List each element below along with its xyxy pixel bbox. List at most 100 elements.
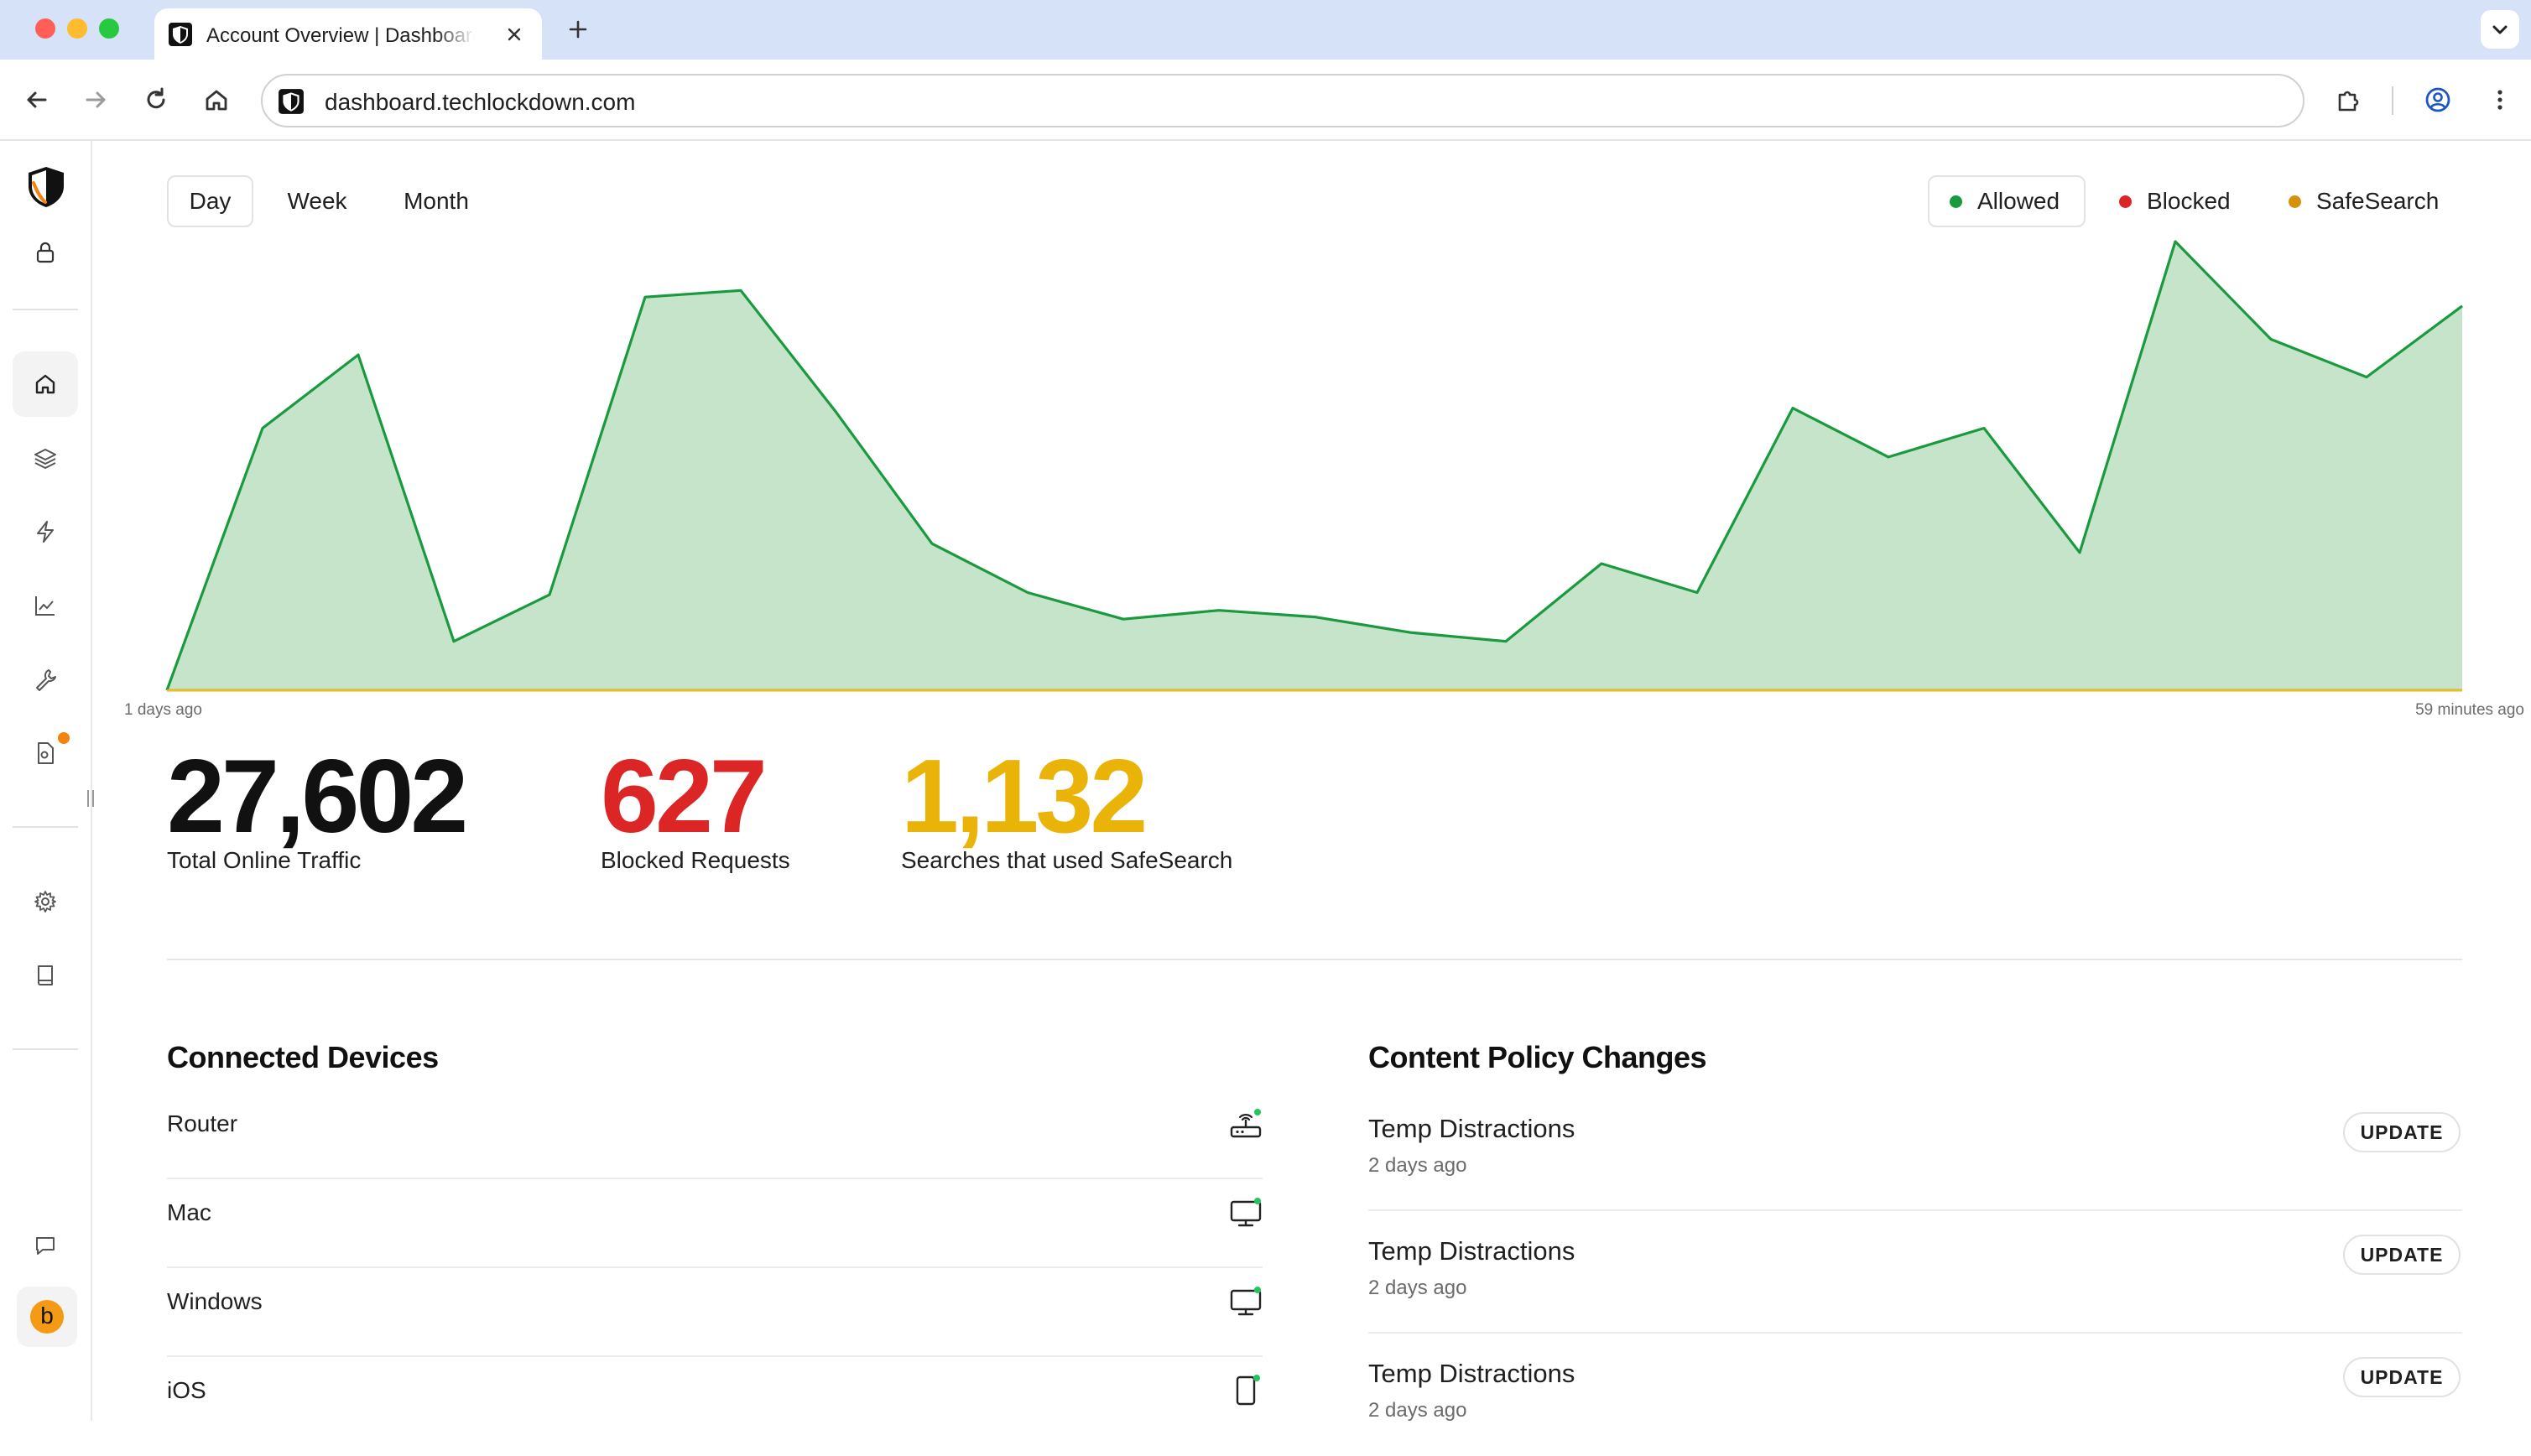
policy-row: Temp Distractions 2 days ago UPDATE: [1368, 1211, 2462, 1334]
profile-icon[interactable]: [2421, 83, 2455, 117]
device-name: iOS: [167, 1377, 206, 1403]
sidebar-divider: [13, 309, 78, 310]
window-close-button[interactable]: [35, 18, 55, 39]
arrow-left-icon[interactable]: [20, 83, 54, 117]
device-row-ios[interactable]: iOS: [167, 1357, 1263, 1446]
legend-dot: [1950, 195, 1962, 208]
sidebar-item-analytics[interactable]: [13, 573, 78, 638]
app-sidebar: b: [0, 141, 94, 1421]
update-button[interactable]: UPDATE: [2343, 1112, 2461, 1152]
url-text: dashboard.techlockdown.com: [325, 89, 636, 115]
sidebar-divider: [13, 826, 78, 828]
policy-time: 2 days ago: [1368, 1277, 1467, 1299]
plus-icon[interactable]: [564, 15, 592, 44]
wrench-icon: [36, 669, 56, 691]
legend-label: SafeSearch: [2316, 188, 2440, 214]
connected-devices-title: Connected Devices: [167, 1040, 439, 1074]
chat-icon: [36, 1237, 55, 1255]
layers-icon: [34, 449, 56, 469]
policy-time: 2 days ago: [1368, 1154, 1467, 1177]
lightning-icon: [37, 521, 54, 543]
tab-week[interactable]: Week: [287, 188, 347, 214]
policy-row: Temp Distractions 2 days ago UPDATE: [1368, 1089, 2462, 1211]
sidebar-item-layers[interactable]: [13, 425, 78, 491]
kebab-menu-icon[interactable]: [2483, 83, 2517, 117]
device-row-windows[interactable]: Windows: [167, 1268, 1263, 1357]
device-status-dot: [1254, 1198, 1261, 1204]
device-status-dot: [1254, 1109, 1261, 1115]
sidebar-item-lock[interactable]: [13, 220, 78, 285]
sidebar-item-settings[interactable]: [13, 869, 78, 934]
avatar: b: [30, 1300, 64, 1334]
legend-label: Blocked: [2147, 188, 2231, 214]
policy-name: Temp Distractions: [1368, 1236, 1575, 1266]
sidebar-item-feedback[interactable]: [13, 1213, 78, 1278]
traffic-chart: [165, 240, 2463, 692]
stat-safesearch-value: 1,132: [901, 739, 1148, 855]
stat-total-traffic-value: 27,602: [167, 739, 468, 855]
sidebar-item-tools[interactable]: [13, 647, 78, 712]
series-area-allowed: [167, 242, 2462, 690]
notification-badge: [58, 732, 70, 744]
browser-tab[interactable]: Account Overview | Dashboard: [154, 8, 542, 60]
legend-allowed[interactable]: Allowed: [1928, 175, 2086, 227]
x-axis-start-label: 1 days ago: [124, 701, 202, 719]
sidebar-item-guides[interactable]: [13, 943, 78, 1008]
stat-safesearch-label: Searches that used SafeSearch: [901, 847, 1233, 873]
device-status-dot: [1253, 1375, 1260, 1381]
stat-total-traffic-label: Total Online Traffic: [167, 847, 362, 873]
legend-dot: [2289, 195, 2301, 208]
puzzle-icon[interactable]: [2332, 83, 2366, 117]
update-button[interactable]: UPDATE: [2343, 1357, 2461, 1397]
device-row-router[interactable]: Router: [167, 1090, 1263, 1179]
device-name: Router: [167, 1110, 238, 1136]
tab-month[interactable]: Month: [404, 188, 469, 214]
tab-search-button[interactable]: [2481, 10, 2519, 49]
collapse-handle-icon[interactable]: [84, 787, 97, 810]
device-row-mac[interactable]: Mac: [167, 1179, 1263, 1268]
policy-name: Temp Distractions: [1368, 1114, 1575, 1143]
browser-tab-strip: Account Overview | Dashboard: [0, 0, 2531, 60]
monitor-icon: [1230, 1287, 1262, 1316]
legend-label: Allowed: [1977, 188, 2060, 214]
legend-safesearch[interactable]: SafeSearch: [2270, 175, 2471, 227]
stat-blocked-value: 627: [601, 739, 768, 855]
tab-day[interactable]: Day: [167, 175, 253, 227]
legend-blocked[interactable]: Blocked: [2101, 175, 2243, 227]
home-icon: [35, 374, 55, 394]
book-icon: [38, 965, 53, 985]
home-icon[interactable]: [200, 83, 233, 117]
device-status-dot: [1254, 1287, 1261, 1293]
sidebar-item-activity[interactable]: [13, 499, 78, 564]
shield-icon: [169, 23, 192, 46]
user-avatar-button[interactable]: b: [17, 1287, 77, 1347]
router-icon: [1230, 1109, 1262, 1138]
address-bar[interactable]: dashboard.techlockdown.com: [261, 74, 2304, 127]
x-axis-end-label: 59 minutes ago: [2415, 701, 2524, 719]
section-divider: [167, 959, 2462, 960]
device-name: Windows: [167, 1288, 263, 1314]
window-minimize-button[interactable]: [67, 18, 87, 39]
policy-row: Temp Distractions 2 days ago UPDATE: [1368, 1334, 2462, 1456]
tab-title: Account Overview | Dashboard: [206, 24, 475, 47]
reload-icon[interactable]: [139, 83, 173, 117]
policy-name: Temp Distractions: [1368, 1359, 1575, 1388]
toolbar-separator: [2392, 86, 2393, 115]
sidebar-divider: [13, 1048, 78, 1050]
site-shield-icon: [279, 89, 304, 114]
policy-time: 2 days ago: [1368, 1399, 1467, 1422]
sidebar-item-reports[interactable]: [13, 720, 78, 786]
close-icon[interactable]: [502, 22, 527, 47]
series-line-allowed: [165, 240, 2463, 691]
sidebar-item-home[interactable]: [13, 351, 78, 417]
arrow-right-icon[interactable]: [79, 83, 112, 117]
phone-icon: [1236, 1375, 1260, 1406]
lock-icon: [36, 242, 55, 263]
gear-icon: [34, 891, 56, 913]
chevron-down-icon: [2492, 25, 2508, 34]
content-policy-title: Content Policy Changes: [1368, 1040, 1707, 1074]
window-zoom-button[interactable]: [99, 18, 119, 39]
app-logo-icon: [29, 167, 64, 207]
update-button[interactable]: UPDATE: [2343, 1235, 2461, 1275]
legend-dot: [2119, 195, 2132, 208]
